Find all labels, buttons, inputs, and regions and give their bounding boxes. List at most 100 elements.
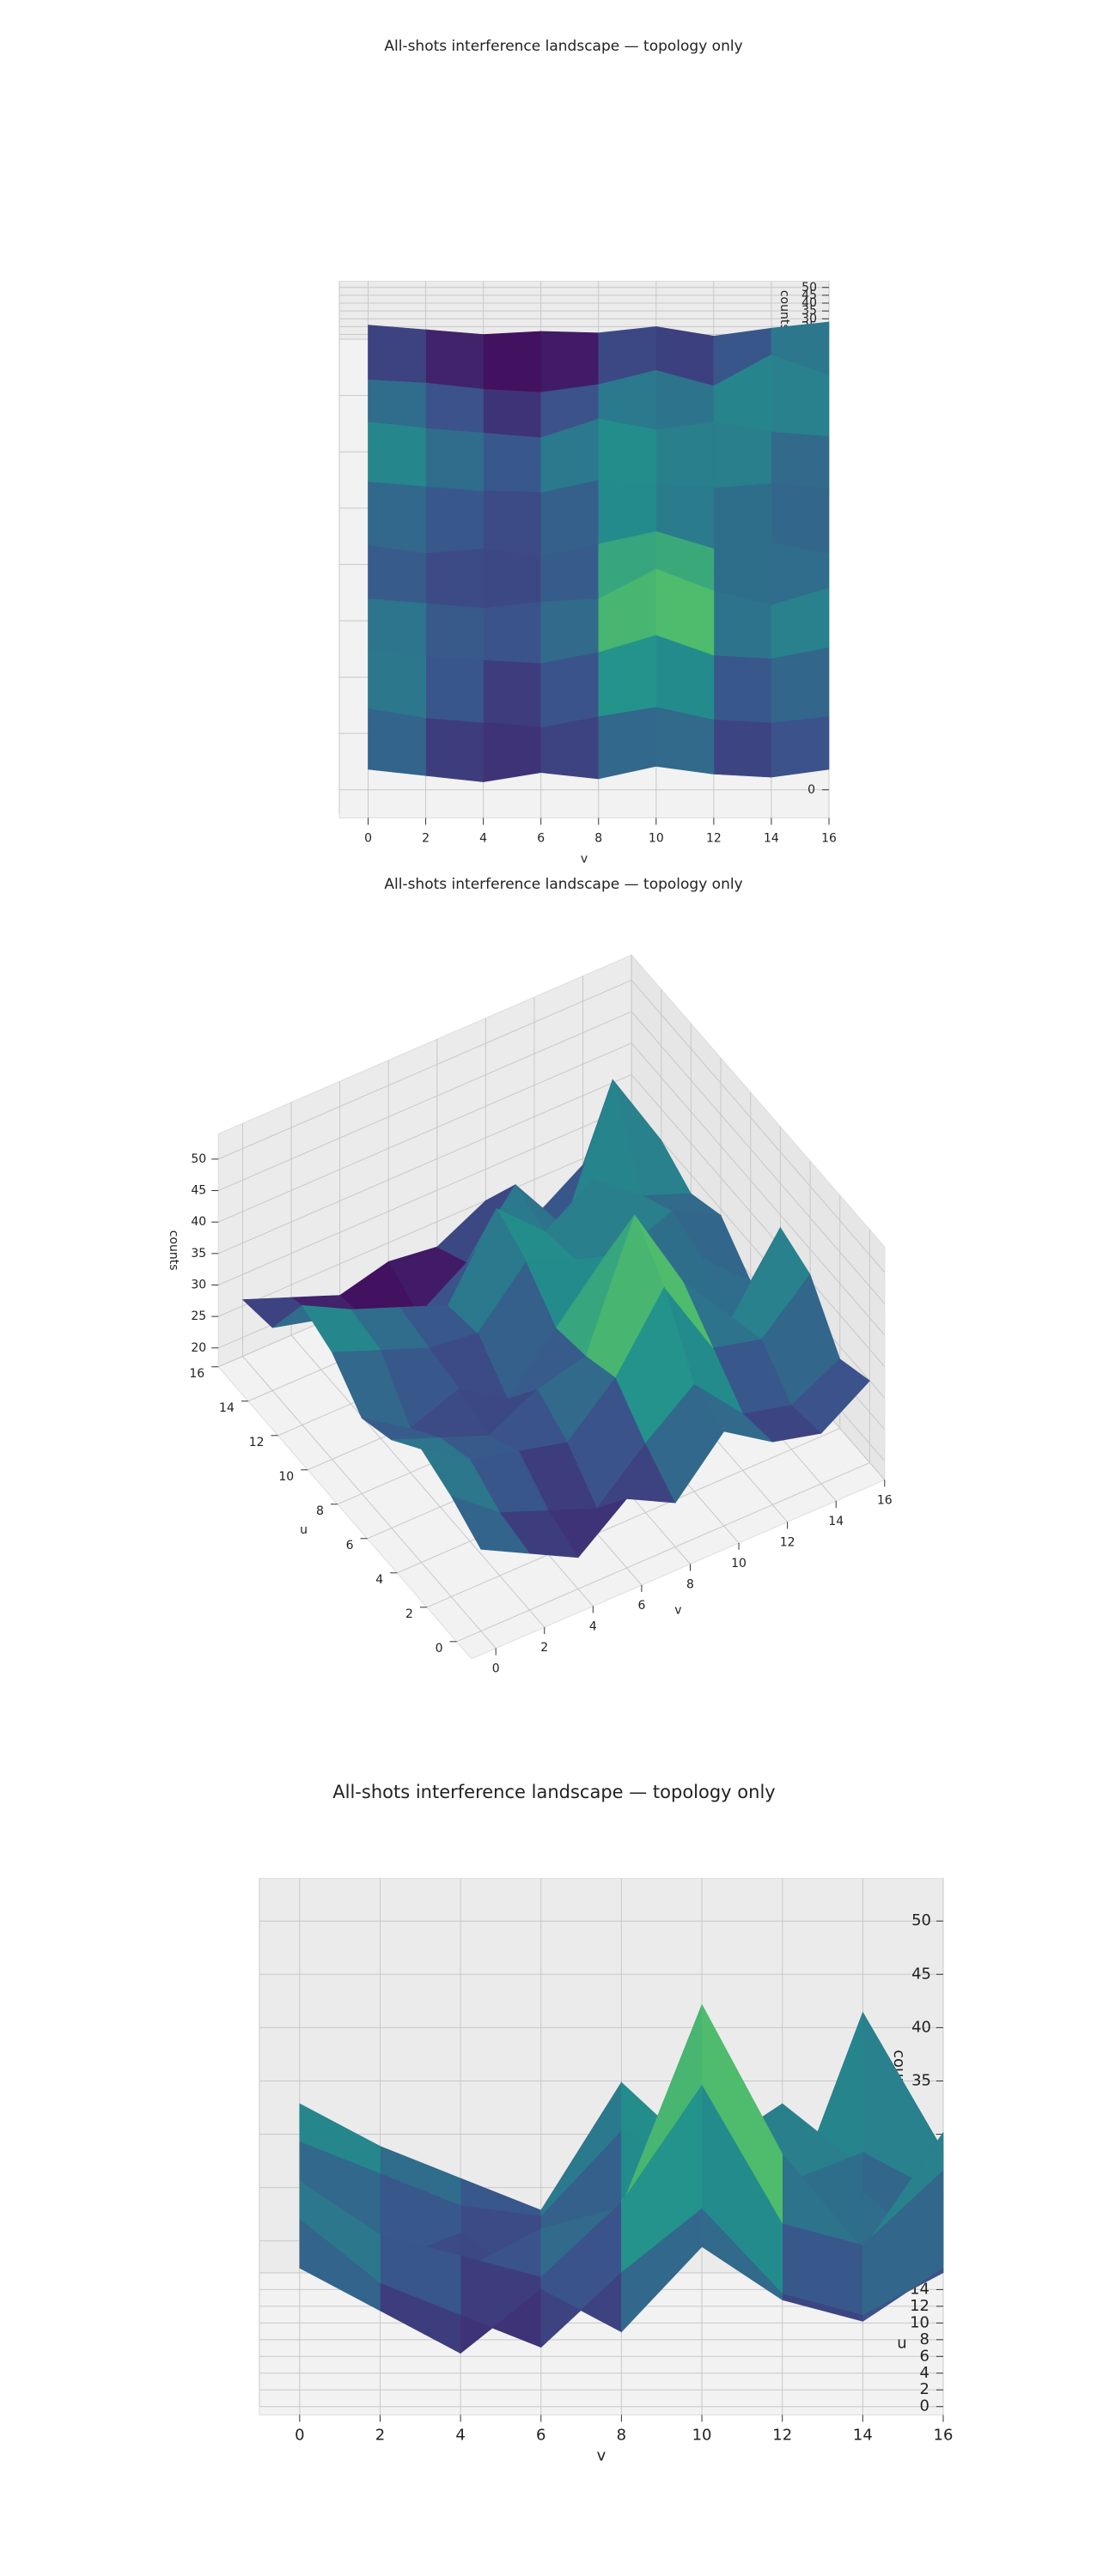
surface-face [540, 652, 600, 728]
grid-line [218, 1105, 632, 1285]
tick-label: 2 [405, 1607, 413, 1621]
x-axis-label: v [581, 853, 588, 866]
surface-face [450, 1495, 531, 1554]
grid-line [218, 980, 632, 1160]
chart-title: All-shots interference landscape — topol… [384, 876, 742, 893]
surface-face [425, 428, 484, 492]
tick-label: 16 [821, 832, 837, 846]
tick-label: 50 [191, 1152, 206, 1166]
surface-face [483, 490, 542, 557]
tick-label: 45 [191, 1184, 206, 1198]
surface-face [425, 382, 484, 434]
surface-face [483, 388, 542, 439]
tick-label: 8 [686, 1577, 694, 1591]
tick-label: 16 [934, 2426, 954, 2444]
tick-label: 10 [692, 2426, 712, 2444]
tick-label: 35 [191, 1247, 206, 1261]
grid-line [218, 1011, 632, 1191]
y-axis-label: u [300, 1523, 308, 1537]
tick-label: 2 [422, 832, 430, 846]
surface-face [771, 483, 830, 554]
surface-face [483, 548, 542, 609]
tick-label: 0 [492, 1662, 500, 1676]
surface-face [368, 708, 426, 776]
tick-label: 30 [801, 312, 817, 325]
tick-label: 14 [764, 832, 779, 846]
tick-label: 6 [920, 2347, 929, 2365]
tick-label: 4 [375, 1573, 383, 1587]
tick-label: 6 [536, 2426, 545, 2444]
grid-line [631, 1074, 886, 1367]
tick-label: 35 [801, 304, 817, 318]
surface-face [425, 548, 484, 609]
surface-face [713, 654, 772, 723]
surface-face [368, 422, 426, 487]
surface-face [425, 485, 484, 554]
tick-label: 10 [278, 1470, 294, 1484]
surface-face [483, 432, 542, 493]
grid-line [242, 1356, 497, 1649]
tick-label: 50 [911, 1911, 931, 1929]
tick-label: 6 [637, 1599, 645, 1613]
grid-line [631, 980, 886, 1273]
surface-face [425, 717, 484, 782]
tick-label: 12 [910, 2297, 929, 2315]
tick-label: 12 [249, 1436, 265, 1449]
surface-face [368, 648, 426, 719]
z-axis-label: counts [167, 1230, 180, 1271]
surface-face [713, 719, 772, 778]
surface-face [368, 545, 426, 605]
tick-label: 40 [801, 296, 817, 310]
surface-face [701, 2208, 783, 2301]
tick-label: 14 [219, 1401, 235, 1415]
surface-face [425, 329, 484, 390]
tick-label: 45 [801, 289, 817, 302]
tick-label: 14 [853, 2426, 873, 2444]
tick-label: 2 [540, 1641, 548, 1655]
surface-face [655, 422, 715, 489]
chart: 0246810121416024681012141620253035404550… [338, 281, 837, 866]
surface-face [540, 331, 600, 393]
tick-label: 4 [920, 2364, 929, 2382]
y-axis-label: u [897, 2335, 906, 2353]
surface-face [425, 656, 484, 723]
grid-line [218, 1073, 632, 1255]
surface-face [771, 431, 830, 490]
surface-face [713, 422, 772, 489]
surface-face [540, 479, 600, 557]
surface-face [483, 601, 542, 664]
chart-title: All-shots interference landscape — topol… [332, 1782, 775, 1802]
grid-line [218, 1042, 632, 1223]
chart-title: All-shots interference landscape — topol… [384, 38, 742, 55]
surface-face [483, 659, 542, 728]
x-axis-label: v [674, 1604, 681, 1618]
grid-line [290, 1334, 545, 1628]
tick-label: 0 [436, 1642, 443, 1656]
surface-face [425, 603, 484, 660]
tick-label: 8 [920, 2330, 929, 2348]
surface-face [368, 325, 426, 384]
tick-label: 10 [649, 832, 664, 846]
surface-face [655, 568, 715, 656]
tick-label: 0 [807, 783, 815, 797]
grid-line [218, 1137, 632, 1317]
tick-label: 8 [594, 832, 602, 846]
tick-label: 16 [189, 1367, 204, 1381]
surface-face [598, 706, 657, 780]
grid-line [456, 1461, 870, 1643]
tick-label: 40 [191, 1215, 206, 1229]
tick-label: 12 [772, 2426, 792, 2444]
x-axis-label: v [597, 2446, 606, 2464]
surface-face [771, 647, 830, 723]
tick-label: 40 [911, 2018, 931, 2036]
tick-label: 2 [920, 2380, 929, 2398]
surface-face [299, 2218, 381, 2312]
tick-label: 4 [479, 832, 487, 846]
surface-face [645, 1383, 725, 1504]
tick-label: 25 [191, 1309, 206, 1323]
tick-label: 0 [920, 2397, 929, 2415]
tick-label: 0 [364, 832, 372, 846]
surface-face [483, 331, 542, 393]
tick-label: 10 [910, 2313, 929, 2331]
